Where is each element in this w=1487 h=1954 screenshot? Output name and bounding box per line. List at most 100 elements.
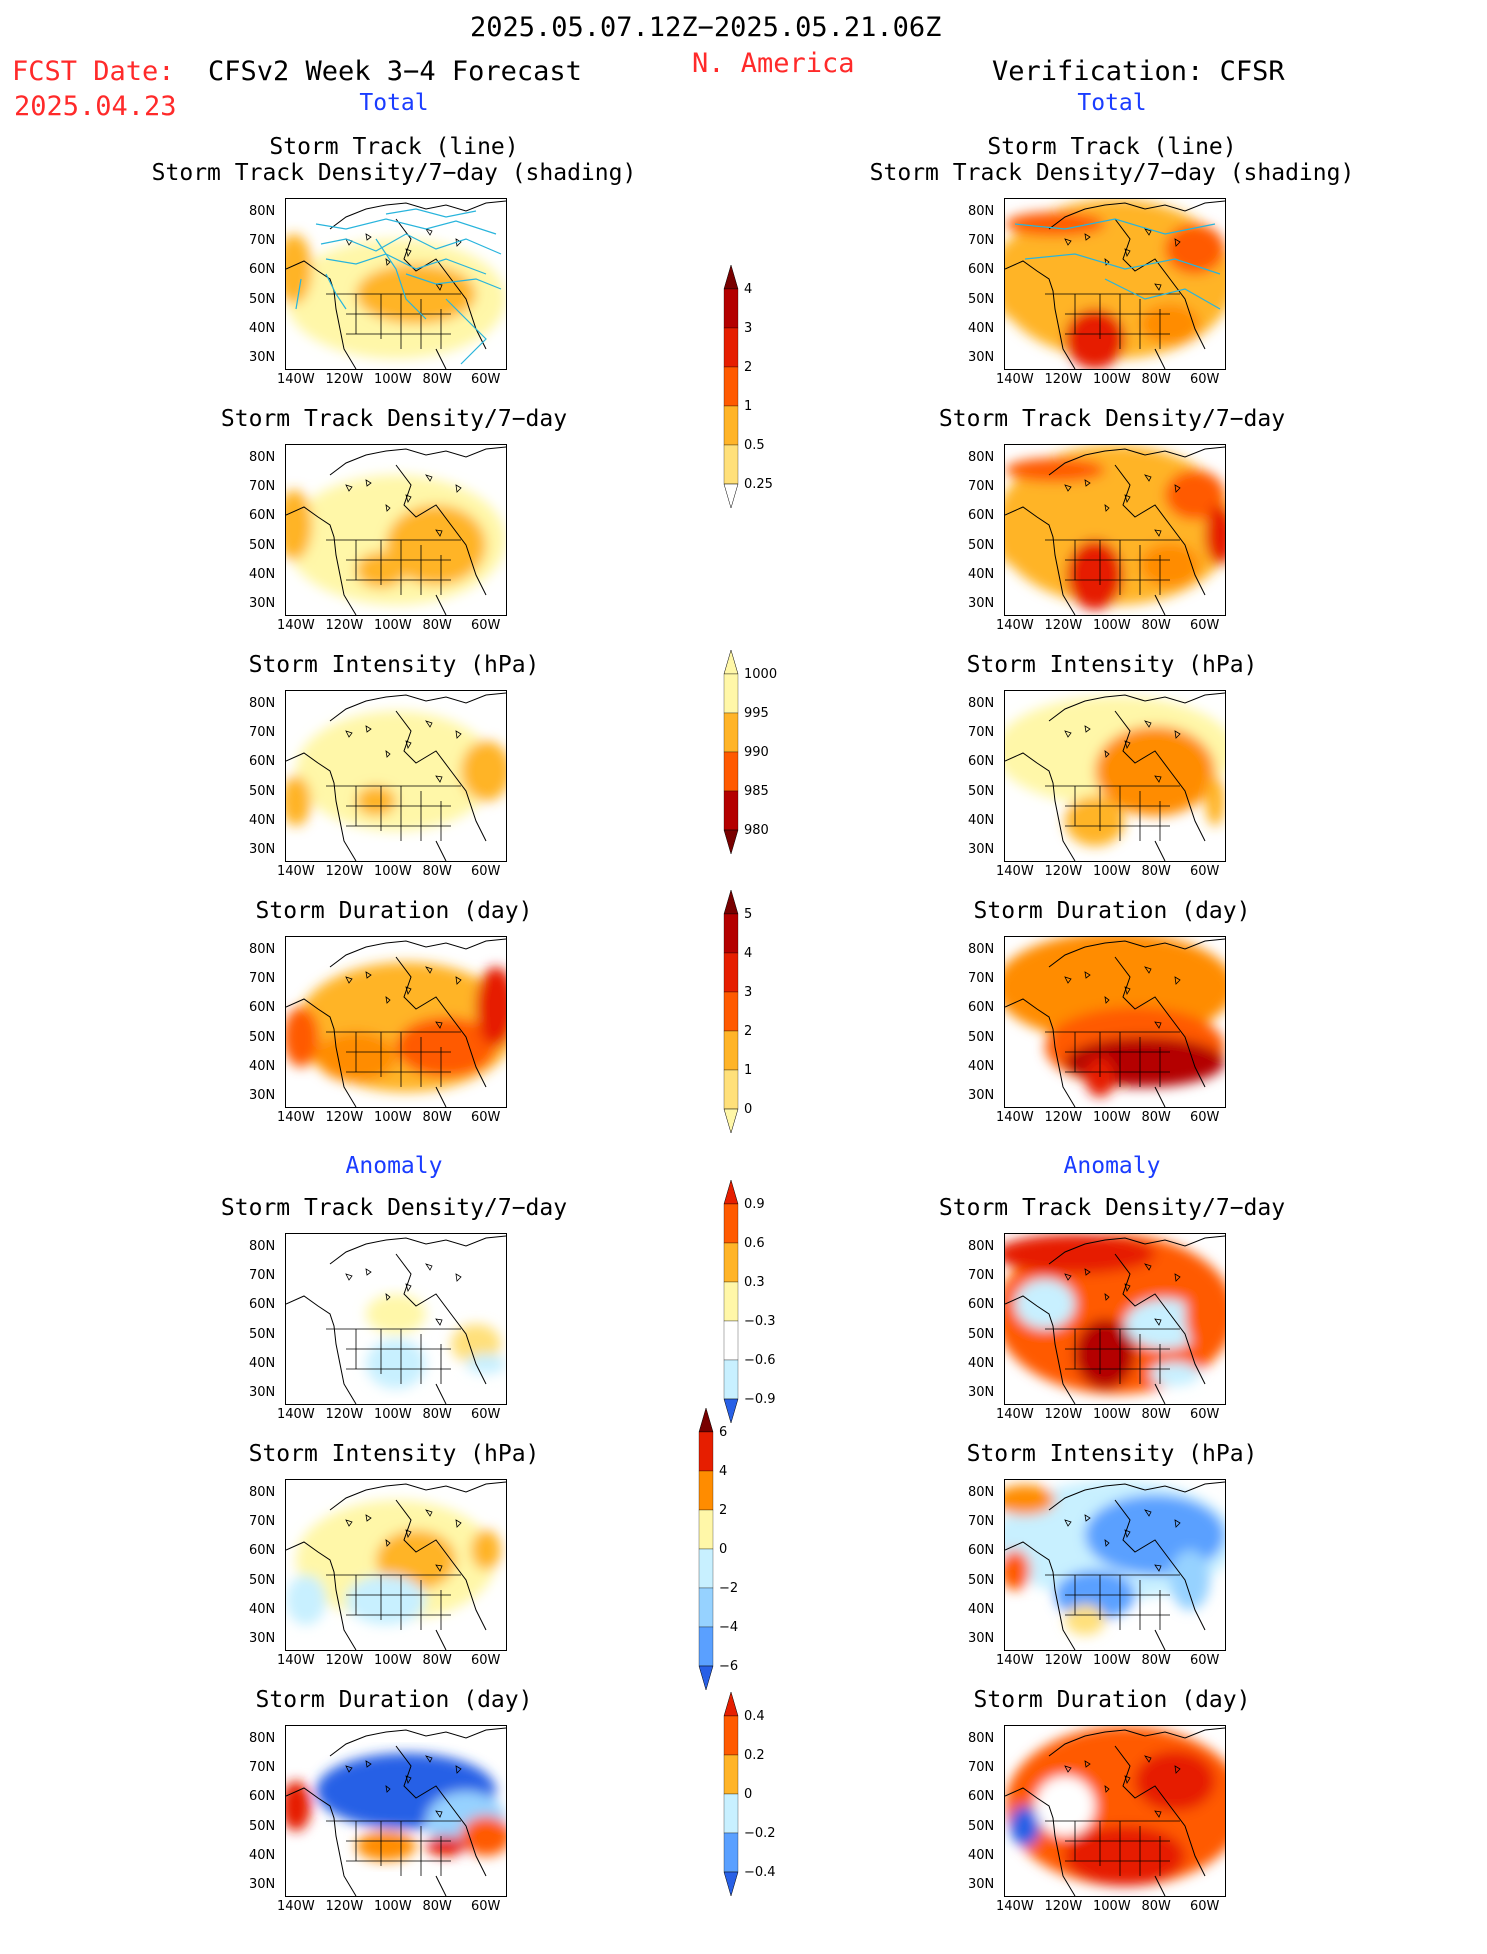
x-tick-label: 140W <box>996 618 1034 633</box>
y-tick-label: 50N <box>968 1818 995 1834</box>
colorbar-segment <box>723 327 739 368</box>
field-region <box>356 786 396 816</box>
field-region <box>1005 1234 1225 1394</box>
y-tick-label: 80N <box>968 1239 995 1254</box>
y-tick-label: 30N <box>249 596 276 611</box>
x-tick-label: 80W <box>422 372 452 387</box>
ptitle-r1b: Storm Track Density/7−day (shading) <box>869 160 1355 186</box>
field-region <box>366 1294 426 1334</box>
lakes <box>1064 1755 1181 1818</box>
x-tick-label: 140W <box>277 864 315 879</box>
ptitle-l1a: Storm Track (line) <box>269 134 519 160</box>
map-panel-right-intensity <box>1004 690 1226 862</box>
colorbar-segment <box>723 1832 739 1873</box>
x-tick-label: 120W <box>1044 1407 1083 1422</box>
x-tick-label: 60W <box>1190 1407 1220 1422</box>
x-tick-label: 100W <box>1093 1110 1131 1125</box>
colorbar-label: 985 <box>744 784 769 799</box>
y-tick-label: 70N <box>968 725 995 741</box>
colorbar-label: 3 <box>744 321 753 336</box>
storm-track-line <box>1014 218 1216 235</box>
field-region <box>286 1781 311 1831</box>
x-tick-label: 140W <box>277 1407 315 1422</box>
colorbar-segment <box>698 1431 714 1472</box>
fcst-date: 2025.04.23 <box>14 91 177 122</box>
y-tick-label: 80N <box>968 204 995 219</box>
x-tick-label: 140W <box>277 1110 315 1125</box>
y-tick-label: 80N <box>968 696 995 711</box>
x-tick-label: 100W <box>1093 618 1131 633</box>
y-tick-label: 80N <box>968 942 995 957</box>
y-tick-label: 30N <box>249 1385 276 1400</box>
section-anom-right: Anomaly <box>1063 1153 1161 1179</box>
colorbar-label: 2 <box>719 1503 728 1518</box>
colorbar-label: 2 <box>744 1024 753 1039</box>
field-region <box>1005 1550 1030 1590</box>
coastline <box>1005 1727 1225 1896</box>
map-svg <box>1005 692 1225 861</box>
y-tick-label: 70N <box>968 233 995 249</box>
lakes <box>345 474 462 537</box>
x-tick-label: 100W <box>374 618 412 633</box>
ptitle-r2: Storm Track Density/7−day <box>938 406 1286 432</box>
coastline <box>286 1481 506 1650</box>
x-tick-label: 100W <box>1093 1653 1131 1668</box>
x-tick-label: 120W <box>325 1110 364 1125</box>
y-tick-label: 40N <box>249 320 276 336</box>
y-tick-label: 60N <box>249 1297 276 1313</box>
x-tick-label: 140W <box>996 1899 1034 1914</box>
colorbar-label: 0.25 <box>744 477 773 492</box>
storm-track-line <box>320 233 502 255</box>
lakes <box>1064 1509 1181 1572</box>
map-svg <box>286 1727 506 1896</box>
colorbar-segment <box>723 1030 739 1071</box>
fcst-label: FCST Date: <box>12 56 175 87</box>
colorbar-top-arrow <box>723 889 739 915</box>
field-region <box>1015 1279 1075 1329</box>
colorbar-bottom-arrow <box>723 1871 739 1897</box>
colorbar-label: −0.4 <box>744 1865 776 1880</box>
ptitle-r5: Storm Track Density/7−day <box>938 1195 1286 1221</box>
x-tick-label: 60W <box>471 618 501 633</box>
field-region <box>1065 1826 1185 1886</box>
x-tick-label: 60W <box>1190 618 1220 633</box>
x-tick-label: 80W <box>1141 1407 1171 1422</box>
map-panel-left-density <box>285 444 507 616</box>
x-tick-label: 140W <box>996 1653 1034 1668</box>
region-title: N. America <box>692 48 855 79</box>
y-tick-label: 40N <box>249 1355 276 1371</box>
colorbar-segment <box>723 366 739 407</box>
x-tick-label: 120W <box>1044 618 1083 633</box>
colorbar-anom-duration: 0.4 0.2 0 −0.2 −0.4 <box>722 1691 776 1954</box>
colorbar-label: 6 <box>719 1425 728 1440</box>
colorbar-segment <box>723 1069 739 1110</box>
y-tick-label: 30N <box>968 1088 995 1103</box>
x-tick-label: 80W <box>422 864 452 879</box>
lakes <box>1064 1263 1181 1326</box>
y-tick-label: 50N <box>249 1326 276 1342</box>
x-tick-label: 80W <box>1141 864 1171 879</box>
colorbar-bottom-arrow <box>723 1108 739 1134</box>
colorbar-label: −0.6 <box>744 1353 776 1368</box>
colorbar-svg <box>723 1691 739 1897</box>
y-tick-label: 40N <box>249 566 276 582</box>
field-region <box>1067 540 1123 610</box>
colorbar-segment <box>723 673 739 714</box>
field-region <box>286 1007 319 1067</box>
x-tick-label: 60W <box>1190 1110 1220 1125</box>
storm-track-line <box>405 273 502 290</box>
y-tick-label: 60N <box>968 1000 995 1016</box>
y-tick-label: 80N <box>249 1731 276 1746</box>
colorbar-segment <box>723 444 739 485</box>
x-tick-label: 80W <box>1141 1899 1171 1914</box>
y-tick-label: 40N <box>249 1601 276 1617</box>
y-tick-label: 50N <box>968 783 995 799</box>
map-panel-left-track <box>285 198 507 370</box>
field-region <box>1165 470 1225 520</box>
coastline <box>1005 1235 1225 1404</box>
y-tick-label: 60N <box>968 754 995 770</box>
y-tick-label: 50N <box>249 537 276 553</box>
field-region <box>1205 776 1225 826</box>
y-tick-label: 30N <box>968 1631 995 1646</box>
y-tick-label: 60N <box>968 508 995 524</box>
